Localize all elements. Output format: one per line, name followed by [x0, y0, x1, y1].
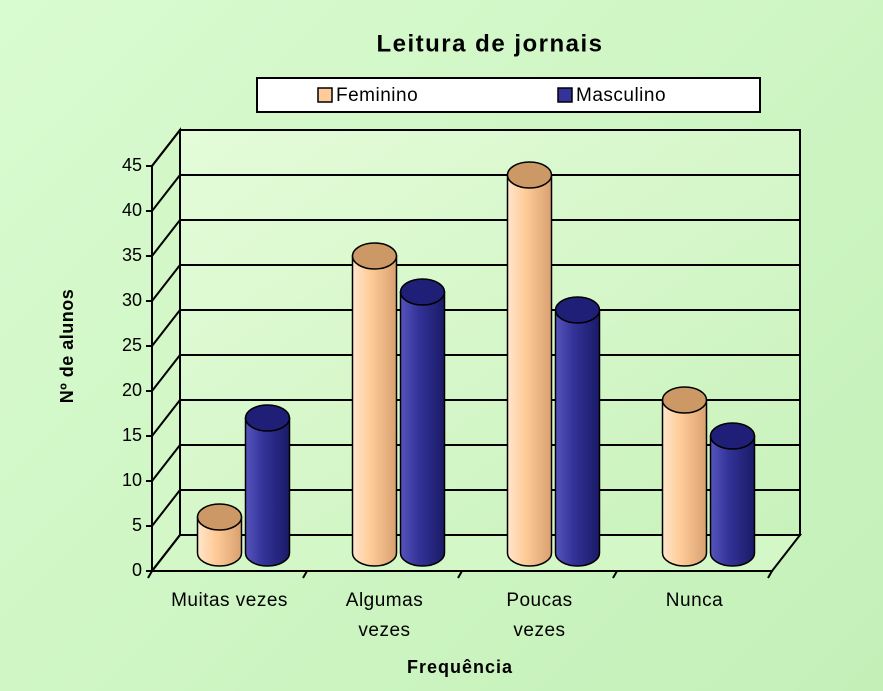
x-tick-label: Muitas vezes — [171, 590, 288, 611]
bar-body — [351, 255, 398, 567]
bar — [554, 296, 601, 567]
y-tick-label: 10 — [122, 470, 142, 490]
bar-top — [506, 161, 553, 189]
y-tick-label: 35 — [122, 245, 142, 265]
grid-line — [151, 399, 181, 437]
x-axis-label: Frequência — [407, 657, 513, 677]
x-tick — [147, 570, 153, 579]
bar — [506, 161, 553, 567]
grid-line — [151, 264, 181, 302]
grid-line — [151, 174, 181, 212]
bar — [399, 278, 446, 567]
legend-swatch — [557, 87, 573, 103]
bar-body — [244, 417, 291, 567]
legend-label: Masculino — [576, 85, 666, 106]
y-tick-label: 5 — [132, 515, 142, 535]
grid-line — [151, 534, 181, 572]
y-tick-label: 0 — [132, 560, 142, 580]
bar-body — [709, 435, 756, 567]
bar-top — [244, 404, 291, 432]
bar — [661, 386, 708, 567]
bar-body — [554, 309, 601, 567]
side-wall — [151, 127, 181, 574]
y-tick-label: 25 — [122, 335, 142, 355]
grid-line — [151, 489, 181, 527]
bar-top — [554, 296, 601, 324]
bar-top — [351, 242, 398, 270]
bar-top — [709, 422, 756, 450]
y-tick-label: 45 — [122, 155, 142, 175]
bar-top — [196, 503, 243, 531]
legend-box — [256, 77, 761, 113]
bar — [351, 242, 398, 567]
grid-line — [151, 129, 181, 167]
x-tick — [612, 570, 618, 579]
x-tick — [767, 570, 773, 579]
bar — [709, 422, 756, 567]
x-tick-label: Poucas vezes — [506, 590, 573, 641]
x-tick — [302, 570, 308, 579]
bar-body — [196, 516, 243, 567]
bar-body — [399, 291, 446, 567]
x-tick-label: Algumas vezes — [345, 590, 424, 641]
grid-line — [151, 354, 181, 392]
x-tick-label: Nunca — [665, 590, 724, 611]
bar-top — [661, 386, 708, 414]
legend-swatch — [317, 87, 333, 103]
y-tick-label: 20 — [122, 380, 142, 400]
y-tick-label: 40 — [122, 200, 142, 220]
grid-line — [151, 309, 181, 347]
bar — [244, 404, 291, 567]
y-tick-label: 15 — [122, 425, 142, 445]
bar-body — [661, 399, 708, 567]
bar-body — [506, 174, 553, 567]
chart-title: Leitura de jornais — [376, 30, 603, 57]
grid-line — [151, 219, 181, 257]
y-tick-label: 30 — [122, 290, 142, 310]
legend-label: Feminino — [336, 85, 418, 106]
grid-line — [151, 444, 181, 482]
y-axis-label: Nº de alunos — [57, 289, 77, 404]
bar-top — [399, 278, 446, 306]
bar — [196, 503, 243, 567]
x-tick — [457, 570, 463, 579]
